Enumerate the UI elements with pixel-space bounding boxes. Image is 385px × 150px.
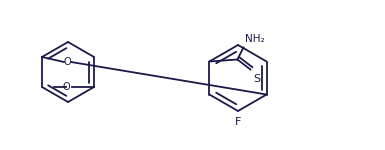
Text: F: F — [235, 117, 241, 127]
Text: O: O — [63, 57, 71, 67]
Text: O: O — [62, 82, 70, 92]
Text: NH₂: NH₂ — [245, 34, 265, 45]
Text: S: S — [253, 74, 261, 84]
